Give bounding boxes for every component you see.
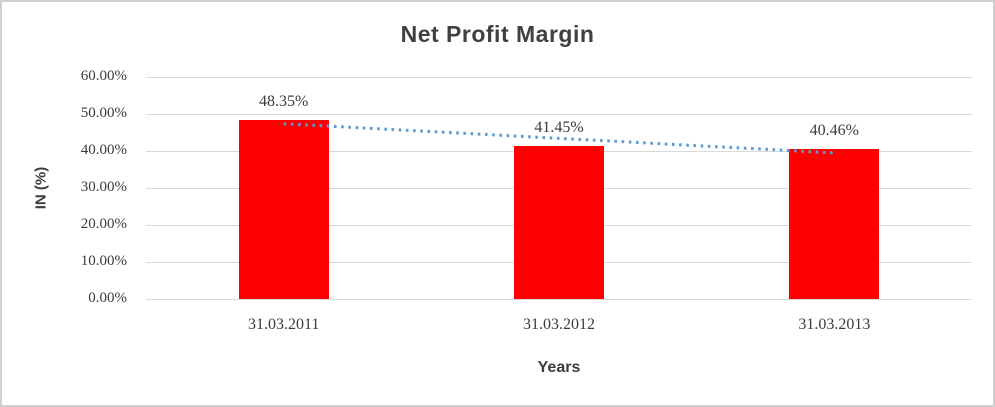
y-axis-tick-labels: 60.00% 50.00% 40.00% 30.00% 20.00% 10.00… bbox=[2, 67, 127, 307]
chart-title: Net Profit Margin bbox=[400, 21, 595, 47]
linear-trendline bbox=[283, 122, 835, 155]
x-axis-title: Years bbox=[537, 359, 581, 376]
bar-2011 bbox=[238, 120, 329, 299]
data-label: 41.45% bbox=[534, 118, 584, 136]
y-tick-label: 50.00% bbox=[80, 105, 127, 121]
data-label: 40.46% bbox=[809, 122, 859, 140]
data-label: 48.35% bbox=[258, 93, 309, 111]
x-tick-label: 31.03.2013 bbox=[798, 316, 871, 333]
y-tick-label: 40.00% bbox=[80, 142, 127, 158]
y-tick-label: 60.00% bbox=[80, 68, 127, 84]
y-tick-label: 0.00% bbox=[88, 290, 127, 306]
y-tick-label: 30.00% bbox=[80, 179, 127, 195]
x-axis-tick-labels: 31.03.2011 31.03.2012 31.03.2013 bbox=[146, 316, 972, 334]
y-tick-label: 20.00% bbox=[80, 216, 127, 232]
bar-2012 bbox=[514, 145, 604, 299]
bar-2013 bbox=[789, 149, 880, 299]
x-tick-label: 31.03.2012 bbox=[522, 316, 595, 333]
plot-area: 48.35% 41.45% 40.46% bbox=[146, 77, 972, 300]
y-tick-label: 10.00% bbox=[80, 253, 127, 269]
x-tick-label: 31.03.2011 bbox=[247, 316, 320, 333]
